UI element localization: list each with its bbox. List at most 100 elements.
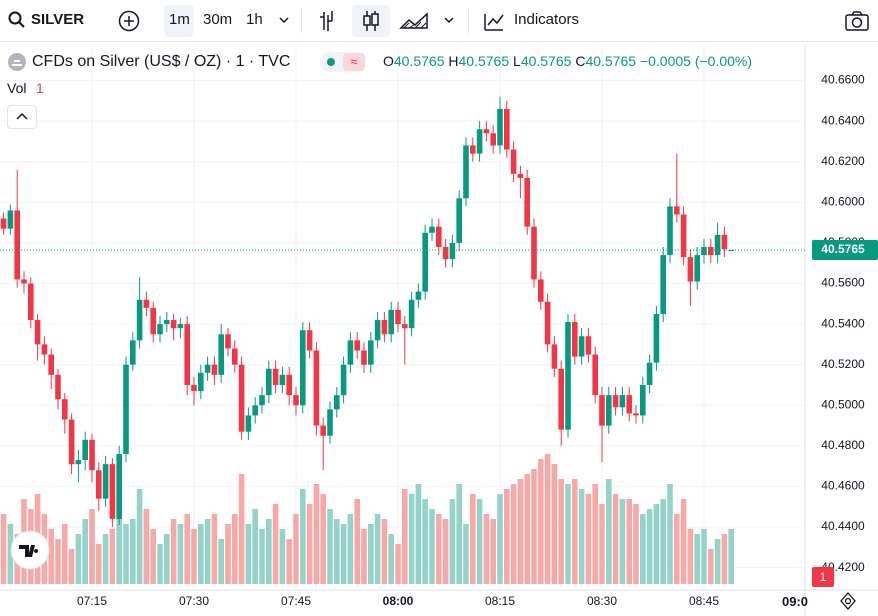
- candle-body: [368, 340, 374, 365]
- candle-body: [327, 409, 333, 436]
- candle-body: [340, 364, 347, 396]
- volume-bar: [476, 499, 483, 584]
- volume-bar: [504, 489, 510, 584]
- candle-body: [497, 108, 503, 146]
- candle-body: [204, 364, 211, 373]
- volume-bar: [327, 509, 333, 584]
- candle-body: [7, 210, 14, 229]
- candle-body: [238, 364, 245, 432]
- volume-bar: [388, 534, 394, 584]
- volume-bar: [619, 499, 626, 584]
- ohlc-legend: O 40.5765 H 40.5765 L 40.5765 C 40.5765 −0.0…: [383, 51, 752, 71]
- candle-body: [680, 214, 687, 258]
- candle-body: [55, 374, 61, 400]
- candle-body: [687, 257, 694, 282]
- candle-body: [198, 372, 204, 392]
- y-tick-label: 40.5200: [821, 357, 865, 371]
- candle-body: [633, 413, 639, 416]
- volume-bar: [259, 529, 265, 584]
- legend-title: CFDs on Silver (US$ / OZ) · 1 · TVC: [32, 53, 291, 70]
- y-tick-label: 40.6400: [821, 113, 865, 127]
- volume-bar: [510, 484, 517, 584]
- volume-bar: [674, 514, 680, 584]
- volume-bar: [728, 529, 734, 584]
- candle-body: [191, 384, 197, 392]
- candle-body: [436, 226, 442, 247]
- candle-body: [476, 129, 483, 154]
- candle-body: [177, 324, 184, 329]
- o-value: 40.5765: [393, 53, 445, 69]
- candle-body: [28, 283, 34, 321]
- candle-body: [592, 354, 598, 396]
- volume-bar: [252, 509, 258, 584]
- candle-body: [272, 368, 279, 385]
- volume-bar: [374, 514, 381, 584]
- change: −0.0005 (−0.00%): [639, 53, 753, 69]
- bars-icon[interactable]: [317, 9, 339, 33]
- interval-active: [164, 5, 194, 37]
- candle-body: [286, 374, 292, 396]
- x-tick-label: 07:15: [77, 594, 107, 608]
- market-status[interactable]: ≈: [320, 52, 366, 72]
- candle-body: [449, 242, 456, 260]
- separator: [301, 9, 302, 33]
- volume-bar: [89, 509, 95, 584]
- candles-icon[interactable]: [360, 9, 382, 33]
- volume-bar: [517, 479, 524, 584]
- camera-icon[interactable]: [844, 9, 870, 33]
- y-tick-label: 40.4600: [821, 479, 865, 493]
- volume-bar: [415, 484, 422, 584]
- interval[interactable]: 1h: [246, 11, 263, 28]
- search-icon[interactable]: [8, 11, 26, 29]
- candle-body: [531, 226, 537, 280]
- candle-body: [75, 460, 82, 465]
- last-price-label: 40.5765: [821, 242, 865, 256]
- candle-body: [504, 108, 510, 150]
- tv-logo[interactable]: [10, 530, 50, 570]
- volume-bar: [442, 519, 449, 584]
- indicators[interactable]: Indicators: [514, 11, 580, 28]
- candle-body: [429, 226, 435, 233]
- indicators-icon[interactable]: [483, 10, 505, 32]
- volume-bar: [279, 529, 286, 584]
- volume-bar: [218, 539, 224, 584]
- x-tick-label: 07:30: [179, 594, 209, 608]
- add-symbol[interactable]: [118, 10, 140, 32]
- volume-bar: [524, 474, 530, 584]
- collapse-button[interactable]: [7, 105, 37, 129]
- candle-body: [130, 340, 136, 365]
- candle-body: [293, 395, 299, 406]
- candle-body: [578, 336, 585, 357]
- volume-bar: [361, 529, 367, 584]
- o-letter: O: [383, 53, 394, 69]
- volume-bar: [143, 509, 150, 584]
- volume-bar: [592, 484, 598, 584]
- candle-body: [456, 198, 462, 243]
- volume-bar: [612, 494, 619, 584]
- candle-body: [136, 299, 143, 341]
- candle-body: [517, 173, 524, 178]
- volume-bar: [368, 524, 374, 584]
- interval[interactable]: 1m: [169, 11, 190, 28]
- volume-bar: [544, 454, 551, 584]
- interval[interactable]: 30m: [203, 11, 233, 28]
- candle-body: [96, 470, 102, 499]
- volume-bar: [170, 519, 177, 584]
- chevron[interactable]: [278, 15, 290, 25]
- volume-bar: [7, 524, 14, 584]
- candle-body: [48, 354, 54, 375]
- volume-bar: [157, 544, 163, 584]
- candle-body: [565, 322, 571, 430]
- chevron[interactable]: [443, 15, 455, 25]
- volume-bar: [225, 524, 231, 584]
- symbol[interactable]: SILVER: [31, 11, 85, 28]
- candle-body: [143, 299, 150, 308]
- settings-icon[interactable]: [838, 591, 858, 611]
- candle-body: [524, 177, 530, 227]
- vol-value: 1: [36, 80, 44, 96]
- area-icon[interactable]: [399, 10, 431, 32]
- volume-bar: [116, 494, 122, 584]
- last-price-box: [812, 240, 878, 261]
- candle-body: [21, 279, 27, 284]
